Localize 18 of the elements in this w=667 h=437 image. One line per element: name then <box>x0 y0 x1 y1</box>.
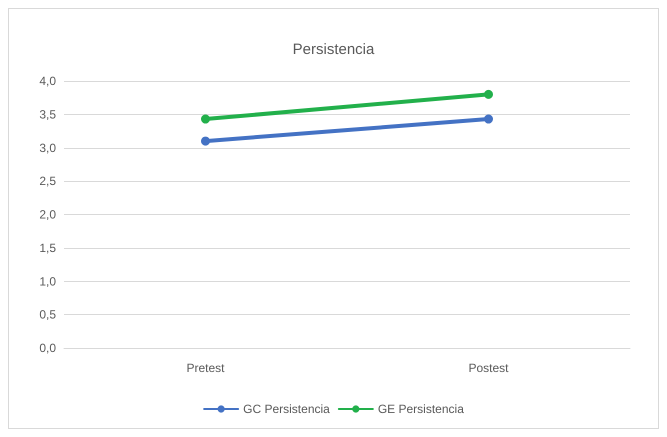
point <box>201 136 210 146</box>
y-tick-label: 1,0 <box>39 274 56 288</box>
chart-title: Persistencia <box>292 41 376 58</box>
y-tick-label: 1,5 <box>39 240 56 255</box>
legend-label: GC Persistencia <box>243 402 330 416</box>
x-tick-label: Pretest <box>186 361 226 375</box>
y-tick-label: 4,0 <box>39 74 56 88</box>
y-tick-label: 3,5 <box>39 107 56 122</box>
y-tick-label: 0,0 <box>39 341 56 355</box>
y-tick-label: 2,5 <box>39 174 56 188</box>
point <box>484 90 493 99</box>
legend-label: GE Persistencia <box>378 402 464 416</box>
point <box>484 114 493 124</box>
point <box>201 114 210 124</box>
y-tick-label: 3,0 <box>39 140 56 155</box>
y-tick-label: 0,5 <box>39 308 56 322</box>
x-tick-label: Postest <box>468 361 510 375</box>
y-tick-label: 2,0 <box>39 208 56 222</box>
